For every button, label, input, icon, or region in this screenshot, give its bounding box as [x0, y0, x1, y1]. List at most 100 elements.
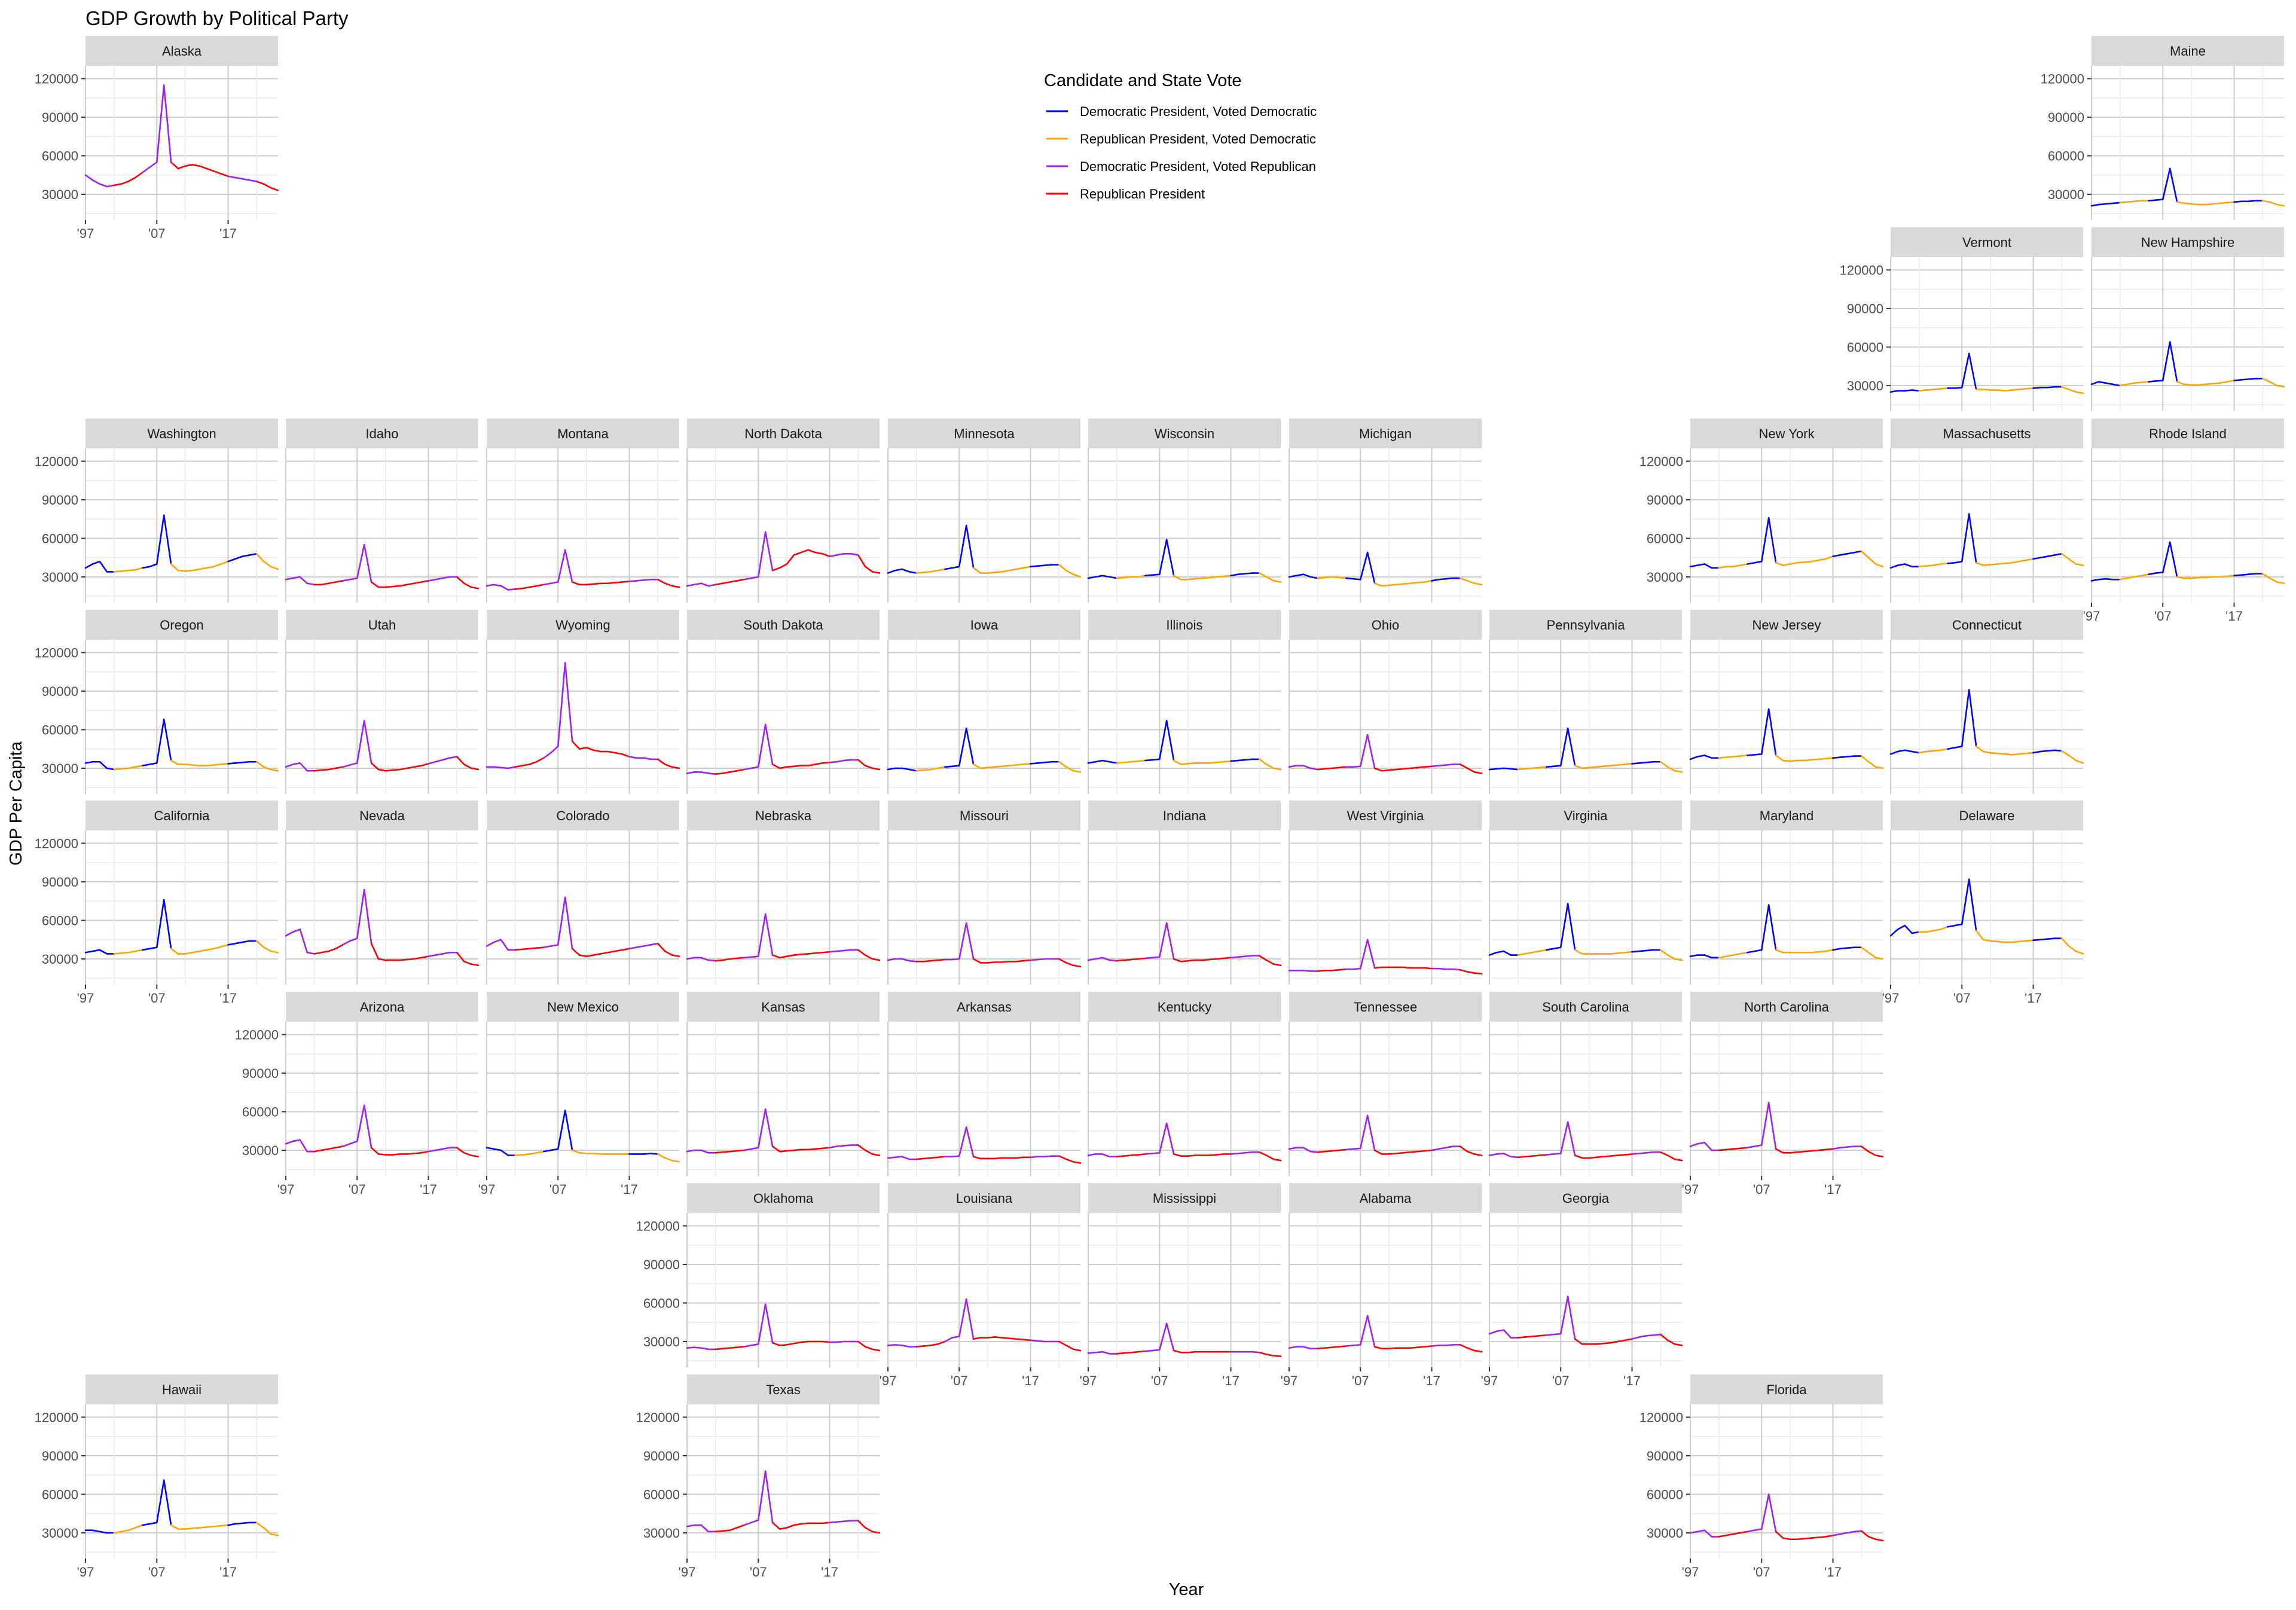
series-segment [657, 758, 666, 765]
y-tick-label: 120000 [35, 72, 78, 87]
series-segment [320, 1148, 329, 1151]
series-segment [764, 1470, 774, 1524]
series-segment [829, 554, 838, 557]
x-tick-label: '17 [219, 1565, 237, 1580]
series-segment [671, 585, 680, 588]
panel-title: Michigan [1359, 426, 1412, 441]
panel-new-hampshire: New Hampshire [2090, 227, 2285, 411]
series-segment [1517, 953, 1526, 956]
y-tick-label: 120000 [35, 646, 78, 661]
series-segment [2248, 573, 2257, 576]
series-segment [1982, 939, 1992, 942]
series-segment [822, 552, 831, 557]
series-segment [1954, 746, 1963, 749]
series-segment [1889, 928, 1899, 937]
panel-strip [1690, 1374, 1883, 1404]
panel-title: Kansas [761, 1000, 805, 1015]
series-segment [743, 1522, 752, 1526]
series-segment [242, 554, 251, 557]
series-segment [1760, 708, 1770, 755]
series-segment [342, 578, 351, 582]
series-segment [786, 554, 795, 565]
series-segment [1030, 1339, 1039, 1342]
series-segment [342, 940, 351, 946]
x-axis-ticks: '97 '07 '17 [77, 220, 237, 241]
series-segment [1867, 1150, 1877, 1156]
panel-grid [2091, 448, 2284, 603]
series-segment [1388, 768, 1397, 771]
series-segment [163, 84, 172, 163]
series-segment [1553, 946, 1562, 950]
series-pennsylvania [1488, 728, 1683, 773]
panel-strip [2092, 36, 2284, 66]
series-segment [1846, 1530, 1855, 1534]
series-segment [1488, 1330, 1498, 1335]
series-segment [1538, 1154, 1547, 1156]
series-segment [2155, 572, 2164, 574]
panel-strip [1891, 610, 2083, 640]
y-tick-label: 120000 [35, 454, 78, 469]
panel-grid [1690, 640, 1883, 794]
series-segment [170, 1524, 179, 1530]
series-segment [1860, 946, 1870, 954]
series-segment [1431, 1345, 1440, 1347]
series-segment [901, 767, 911, 771]
series-segment [972, 567, 982, 574]
series-segment [1904, 563, 1913, 568]
panel-grid [1489, 1213, 1682, 1367]
series-segment [2161, 341, 2171, 381]
series-segment [871, 958, 881, 961]
panel-south-carolina: South Carolina [1488, 992, 1683, 1176]
x-tick-label: '17 [219, 226, 237, 241]
y-tick-label: 30000 [1847, 378, 1883, 393]
panel-arkansas: Arkansas [887, 992, 1082, 1176]
series-segment [550, 746, 559, 754]
x-tick-label: '97 [77, 1565, 94, 1580]
panel-oregon: Oregon 30000 60000 90000 120000 [35, 610, 279, 794]
series-segment [1165, 539, 1175, 577]
series-segment [1932, 749, 1941, 752]
x-tick-label: '17 [821, 1565, 838, 1580]
series-segment [1839, 552, 1848, 556]
series-segment [736, 1524, 745, 1529]
series-segment [1968, 878, 1977, 931]
panel-title: Alaska [162, 44, 202, 59]
series-segment [1173, 958, 1182, 963]
series-segment [1725, 954, 1734, 957]
series-segment [356, 888, 365, 939]
series-segment [715, 1530, 723, 1533]
series-segment [1338, 766, 1347, 769]
series-segment [363, 888, 373, 945]
series-segment [771, 954, 781, 959]
series-segment [1208, 762, 1217, 764]
series-segment [1116, 1155, 1125, 1158]
series-segment [1904, 924, 1913, 934]
x-tick-label: '07 [1953, 991, 1971, 1006]
series-segment [2047, 749, 2056, 752]
x-tick-label: '17 [2025, 991, 2042, 1006]
series-segment [255, 552, 265, 563]
series-segment [1008, 568, 1017, 572]
panel-south-dakota: South Dakota [686, 610, 881, 794]
series-segment [170, 948, 179, 955]
series-segment [1546, 1333, 1555, 1336]
series-segment [901, 1345, 911, 1348]
series-segment [1317, 1347, 1326, 1350]
series-segment [1044, 564, 1053, 566]
series-segment [1874, 563, 1884, 568]
panel-title: North Dakota [744, 426, 822, 441]
y-tick-label: 30000 [242, 1143, 279, 1158]
series-segment [127, 176, 136, 182]
x-tick-label: '97 [2083, 609, 2100, 624]
panel-mississippi: Mississippi '97 '07 '17 [1080, 1183, 1282, 1388]
series-segment [91, 560, 101, 565]
series-segment [757, 1303, 767, 1345]
y-tick-label: 60000 [42, 1487, 78, 1502]
panel-strip [1289, 801, 1482, 830]
series-segment [764, 1303, 774, 1344]
series-segment [550, 1148, 559, 1151]
series-segment [2183, 202, 2193, 205]
series-segment [800, 1522, 810, 1525]
series-segment [206, 1525, 215, 1528]
panel-wyoming: Wyoming [486, 610, 680, 794]
